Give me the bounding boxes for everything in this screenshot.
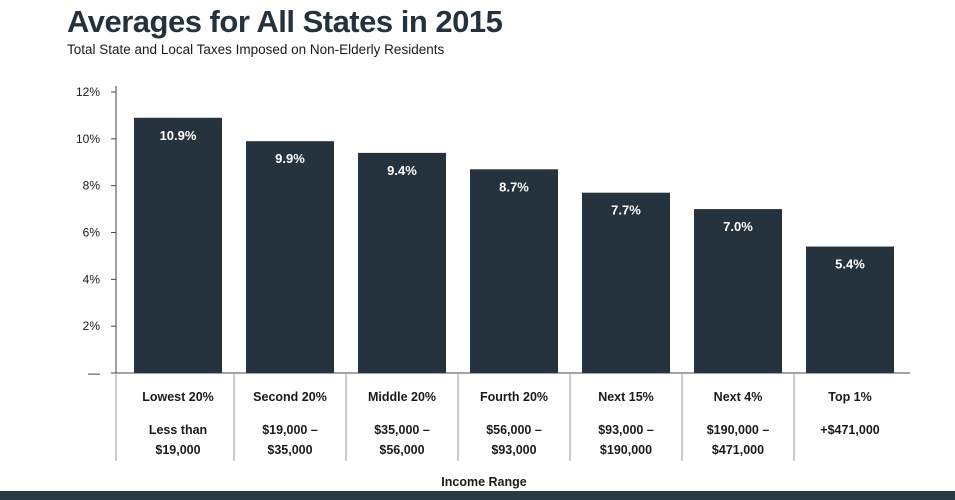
x-category-range: $93,000 – bbox=[598, 423, 654, 437]
x-category-range: $19,000 – bbox=[262, 423, 318, 437]
bar-value-label: 7.0% bbox=[723, 219, 753, 234]
bar bbox=[246, 141, 334, 373]
y-tick-label: 2% bbox=[83, 319, 101, 333]
x-category-range: $19,000 bbox=[155, 443, 200, 457]
bar bbox=[358, 152, 446, 373]
y-tick-label: 10% bbox=[76, 132, 100, 146]
x-category-range: Less than bbox=[149, 423, 207, 437]
x-category-label: Second 20% bbox=[253, 390, 327, 404]
bar-value-label: 10.9% bbox=[160, 128, 197, 143]
x-category-label: Next 4% bbox=[714, 390, 763, 404]
y-tick-label: 12% bbox=[76, 85, 100, 99]
y-tick-label: 6% bbox=[83, 226, 101, 240]
bar-value-label: 8.7% bbox=[499, 179, 529, 194]
y-tick-label: — bbox=[88, 366, 100, 380]
x-category-label: Fourth 20% bbox=[480, 390, 548, 404]
x-category-range: $35,000 bbox=[267, 443, 312, 457]
x-category-label: Next 15% bbox=[598, 390, 654, 404]
x-category-range: $35,000 – bbox=[374, 423, 430, 437]
x-category-range: $93,000 bbox=[491, 443, 536, 457]
chart-title: Averages for All States in 2015 bbox=[67, 4, 503, 39]
x-category-label: Top 1% bbox=[828, 390, 872, 404]
bar bbox=[582, 192, 670, 373]
bar bbox=[694, 209, 782, 373]
bar-value-label: 9.9% bbox=[275, 151, 305, 166]
x-category-label: Middle 20% bbox=[368, 390, 436, 404]
x-category-range: $190,000 – bbox=[707, 423, 770, 437]
bar-value-label: 5.4% bbox=[835, 257, 865, 272]
bar-value-label: 7.7% bbox=[611, 203, 641, 218]
bar bbox=[806, 246, 894, 373]
x-category-range: $56,000 – bbox=[486, 423, 542, 437]
x-category-range: $56,000 bbox=[379, 443, 424, 457]
x-axis-title: Income Range bbox=[441, 475, 526, 489]
x-category-range: +$471,000 bbox=[820, 423, 879, 437]
bar-value-label: 9.4% bbox=[387, 163, 417, 178]
bar bbox=[470, 169, 558, 373]
bar bbox=[134, 117, 222, 373]
bottom-band bbox=[0, 491, 955, 500]
y-tick-label: 4% bbox=[83, 272, 101, 286]
x-category-range: $471,000 bbox=[712, 443, 764, 457]
x-category-range: $190,000 bbox=[600, 443, 652, 457]
chart-subtitle: Total State and Local Taxes Imposed on N… bbox=[67, 42, 445, 57]
x-category-label: Lowest 20% bbox=[142, 390, 214, 404]
y-tick-label: 8% bbox=[83, 179, 101, 193]
